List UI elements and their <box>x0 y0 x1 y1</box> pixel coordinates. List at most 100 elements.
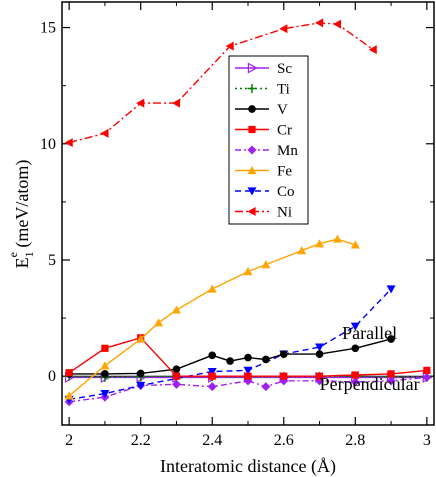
legend-label: Co <box>277 184 295 200</box>
series-fe <box>64 234 360 400</box>
data-point <box>171 379 181 389</box>
legend-box <box>228 55 309 225</box>
legend-entry-ni: Ni <box>235 205 292 221</box>
data-point <box>172 372 181 380</box>
data-point <box>350 377 360 387</box>
x-axis-label: Interatomic distance (Å) <box>160 456 336 477</box>
data-point <box>101 370 109 378</box>
series-layer <box>64 18 433 407</box>
data-point <box>100 390 110 399</box>
legend-label: Ni <box>277 205 292 221</box>
x-tick-label: 2 <box>65 432 73 449</box>
data-point <box>208 372 216 380</box>
legend-marker <box>247 62 258 74</box>
legend-entry-ti: Ti <box>235 82 290 98</box>
data-point <box>386 376 396 386</box>
legend-label: Sc <box>277 61 292 77</box>
series-line <box>69 376 427 403</box>
data-point <box>350 240 360 249</box>
legend-marker <box>247 207 256 216</box>
data-point <box>332 19 342 29</box>
data-point <box>64 391 74 400</box>
data-point <box>101 344 109 352</box>
legend-label: Fe <box>277 164 292 180</box>
data-point <box>208 351 217 360</box>
data-point <box>280 372 288 380</box>
data-point <box>279 350 288 358</box>
data-point <box>136 381 146 390</box>
data-point <box>64 138 73 148</box>
legend-marker <box>247 166 257 175</box>
y-tick-label: 15 <box>40 20 56 37</box>
data-point <box>351 371 359 379</box>
data-point <box>315 239 325 248</box>
legend-marker <box>247 145 257 155</box>
legend-entry-sc: Sc <box>235 61 292 77</box>
y-tick-label: 10 <box>40 136 56 153</box>
x-tick-label: 3 <box>423 432 431 449</box>
legend-label: V <box>277 102 288 118</box>
data-point <box>243 366 253 375</box>
data-point <box>207 382 217 392</box>
data-point <box>261 260 271 269</box>
x-tick-label: 2.4 <box>202 432 222 449</box>
data-point <box>262 355 270 364</box>
axis-ticks: 2 2.2 2.4 2.6 2.8 3 0 5 10 15 <box>40 2 434 449</box>
legend-entry-v: V <box>235 102 288 118</box>
data-point <box>315 372 324 380</box>
data-point <box>422 372 432 382</box>
data-point <box>297 246 307 255</box>
data-point <box>368 45 377 55</box>
data-point <box>387 335 395 343</box>
data-point <box>207 284 217 293</box>
data-point <box>332 234 342 243</box>
legend: Sc Ti V Cr Mn Fe Co Ni <box>228 55 309 225</box>
legend-marker <box>247 187 257 196</box>
data-point <box>136 98 145 108</box>
x-tick-label: 2.8 <box>345 432 365 449</box>
data-point <box>243 267 253 276</box>
data-point <box>315 350 324 358</box>
data-point <box>386 285 396 294</box>
series-cr <box>65 334 431 380</box>
annotations: Parallel Perpendicular <box>320 323 420 394</box>
data-point <box>226 357 234 365</box>
legend-label: Cr <box>277 123 292 139</box>
legend-marker <box>248 105 256 113</box>
data-point <box>136 334 146 343</box>
legend-label: Mn <box>277 143 298 159</box>
legend-entry-co: Co <box>235 184 295 200</box>
series-line <box>68 238 356 397</box>
x-tick-label: 2.6 <box>274 432 294 449</box>
data-point <box>171 98 181 108</box>
data-point <box>351 344 360 353</box>
data-point <box>225 41 234 51</box>
annotation-parallel: Parallel <box>342 323 397 343</box>
legend-label: Ti <box>277 82 290 98</box>
series-line <box>69 338 392 375</box>
data-point <box>423 366 431 374</box>
data-point <box>315 343 325 352</box>
data-point <box>172 365 181 374</box>
legend-entry-fe: Fe <box>235 164 292 180</box>
y-tick-label: 0 <box>48 368 56 385</box>
data-point <box>100 361 110 370</box>
data-point <box>350 322 360 331</box>
data-point <box>65 369 73 377</box>
y-axis-label: E1e (meV/atom) <box>6 160 36 269</box>
legend-marker <box>248 125 256 134</box>
y-tick-label: 5 <box>48 252 56 269</box>
data-point <box>136 369 145 378</box>
data-point <box>244 372 252 380</box>
data-point <box>244 353 252 362</box>
data-point <box>207 367 217 377</box>
data-point <box>100 128 109 138</box>
legend-entry-mn: Mn <box>235 143 298 159</box>
data-point <box>279 24 288 34</box>
x-tick-label: 2.2 <box>131 432 151 449</box>
data-point <box>315 18 324 28</box>
annotation-perpendicular: Perpendicular <box>320 374 420 394</box>
legend-entry-cr: Cr <box>235 123 292 139</box>
data-point <box>261 382 271 392</box>
